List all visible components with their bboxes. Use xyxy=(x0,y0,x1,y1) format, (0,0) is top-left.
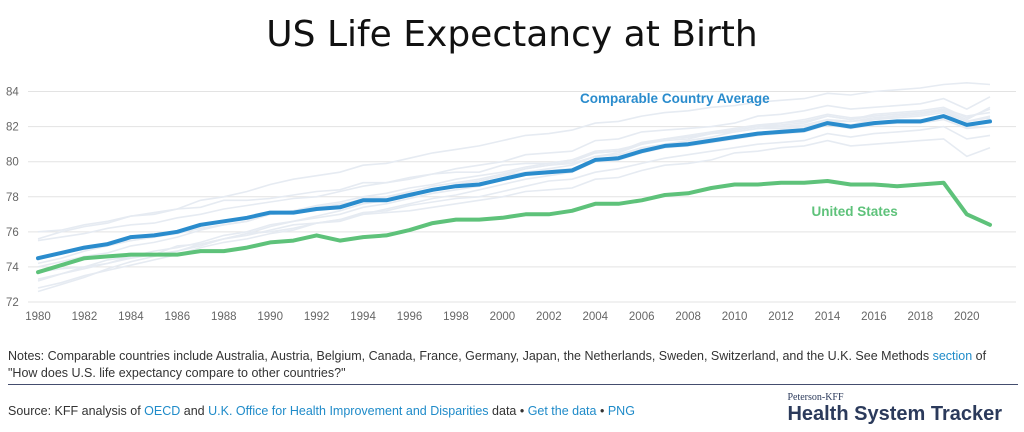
x-tick-label: 1984 xyxy=(118,311,144,323)
source-mid: data • xyxy=(488,404,528,418)
series-line xyxy=(36,179,992,275)
series-line xyxy=(36,114,992,261)
chart-notes: Notes: Comparable countries include Aust… xyxy=(8,348,1018,382)
y-tick-label: 84 xyxy=(6,87,19,99)
y-tick-label: 76 xyxy=(6,227,19,239)
axis-labels-layer: 72 74 76 78 80 82 84 1980 1982 1984 1986 1988 1990 19… xyxy=(6,87,980,323)
main-series-layer xyxy=(36,114,992,275)
background-series-layer xyxy=(37,81,991,293)
x-tick-label: 2012 xyxy=(768,311,794,323)
x-tick-label: 1996 xyxy=(397,311,423,323)
x-tick-label: 2018 xyxy=(908,311,934,323)
brand-small-text: Peterson-KFF xyxy=(787,392,844,403)
x-tick-label: 2004 xyxy=(582,311,608,323)
get-the-data-link[interactable]: Get the data xyxy=(527,404,597,418)
source-line: Source: KFF analysis of OECD and U.K. Of… xyxy=(8,404,635,418)
x-tick-label: 1982 xyxy=(72,311,98,323)
y-tick-label: 82 xyxy=(6,122,19,134)
png-link[interactable]: PNG xyxy=(607,404,635,418)
y-tick-label: 72 xyxy=(6,297,19,309)
oecd-link[interactable]: OECD xyxy=(144,404,181,418)
x-tick-label: 1992 xyxy=(304,311,330,323)
x-tick-label: 1986 xyxy=(165,311,191,323)
brand-logo: Peterson-KFF Health System Tracker xyxy=(787,392,1002,425)
notes-section-link[interactable]: section xyxy=(932,349,973,363)
uk-ohid-link[interactable]: U.K. Office for Health Improvement and D… xyxy=(208,404,489,418)
y-tick-label: 78 xyxy=(6,192,19,204)
comparable-country-line xyxy=(37,96,991,242)
source-and: and xyxy=(180,404,209,418)
comparable-country-line xyxy=(37,109,991,293)
x-tick-label: 2014 xyxy=(815,311,841,323)
y-tick-label: 80 xyxy=(6,157,19,169)
comparable-country-line xyxy=(37,81,991,240)
comparable-country-line xyxy=(37,108,991,268)
x-tick-label: 2016 xyxy=(861,311,887,323)
source-sep: • xyxy=(596,404,608,418)
series-label-comparable-country-average: Comparable Country Average xyxy=(580,91,770,106)
x-tick-label: 2008 xyxy=(675,311,701,323)
brand-big-text: Health System Tracker xyxy=(787,403,1002,425)
chart-title: US Life Expectancy at Birth xyxy=(266,14,758,55)
comparable-country-line xyxy=(37,106,991,233)
series-label-united-states: United States xyxy=(811,204,897,219)
y-tick-label: 74 xyxy=(6,262,19,274)
x-tick-label: 2010 xyxy=(722,311,748,323)
footer-divider xyxy=(8,384,1018,385)
x-tick-label: 1998 xyxy=(443,311,469,323)
x-tick-label: 1988 xyxy=(211,311,237,323)
notes-text: Notes: Comparable countries include Aust… xyxy=(8,349,933,363)
comparable-country-line xyxy=(37,125,991,273)
source-prefix: Source: KFF analysis of xyxy=(8,404,145,418)
x-tick-label: 1980 xyxy=(25,311,51,323)
notes-tail-text: of "How does U.S. life expectancy compar… xyxy=(8,349,987,380)
line-chart: 72 74 76 78 80 82 84 1980 1982 1984 1986 1988 1990 19… xyxy=(6,81,1016,323)
x-tick-label: 1994 xyxy=(350,311,376,323)
x-tick-label: 2000 xyxy=(490,311,516,323)
x-tick-label: 2006 xyxy=(629,311,655,323)
x-tick-label: 2002 xyxy=(536,311,562,323)
x-tick-label: 1990 xyxy=(257,311,283,323)
comparable-country-line xyxy=(37,138,991,280)
x-tick-label: 2020 xyxy=(954,311,980,323)
comparable-country-line xyxy=(37,109,991,261)
